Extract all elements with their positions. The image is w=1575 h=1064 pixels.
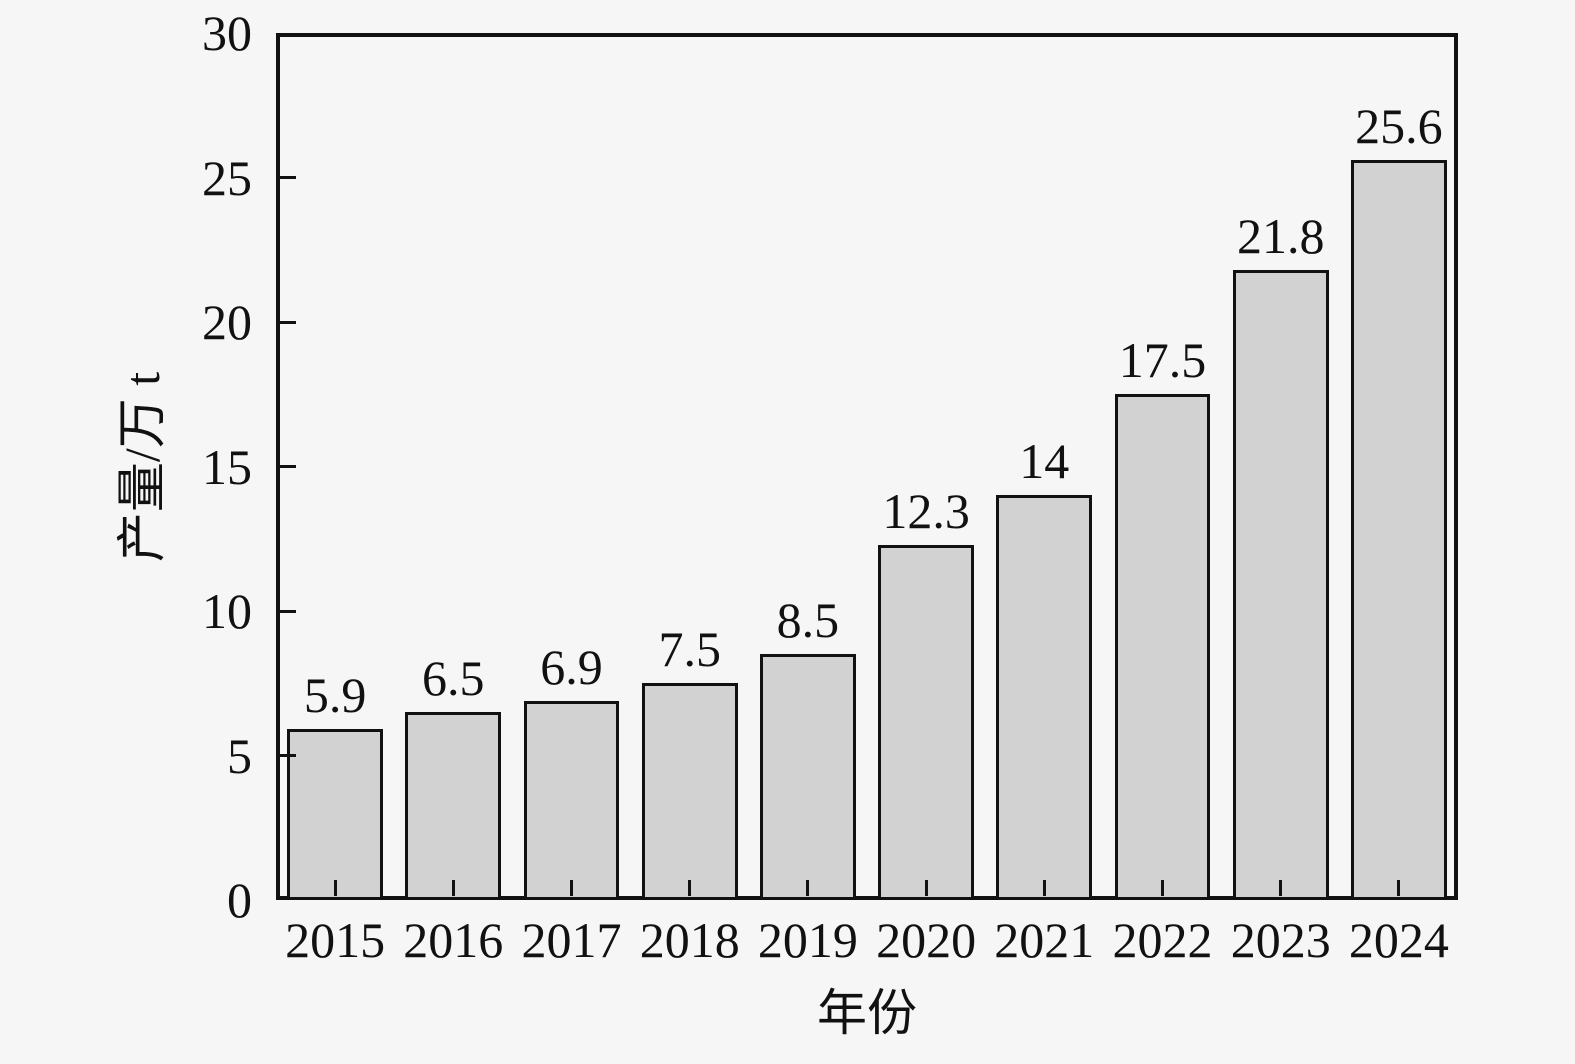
bar-2016 (405, 712, 502, 900)
y-tick-mark (280, 609, 296, 613)
y-tick-label: 5 (227, 727, 252, 784)
x-tick-mark (806, 880, 810, 896)
x-tick-label: 2018 (639, 912, 740, 968)
bar-2020 (878, 544, 974, 900)
x-tick-label: 2023 (1230, 912, 1331, 968)
bar-2023 (1232, 269, 1329, 900)
x-tick-mark (1279, 880, 1283, 896)
y-tick-mark (280, 465, 296, 468)
bar-2017 (523, 700, 620, 900)
bar-value-label: 8.5 (776, 592, 840, 649)
x-tick-mark (1161, 880, 1164, 896)
x-tick-label: 2017 (521, 912, 622, 968)
bar-value-label: 17.5 (1118, 332, 1207, 389)
bar-value-label: 12.3 (882, 482, 970, 539)
bar-2018 (641, 683, 738, 900)
bar-2015 (287, 729, 383, 900)
bar-2019 (760, 654, 856, 900)
x-tick-label: 2016 (403, 912, 504, 968)
x-tick-label: 2020 (876, 912, 977, 968)
bar-value-label: 6.9 (540, 638, 603, 695)
y-tick-mark (280, 754, 296, 757)
bar-value-label: 5.9 (303, 667, 367, 724)
bar-value-label: 6.5 (422, 650, 485, 707)
x-tick-label: 2015 (285, 912, 386, 968)
y-tick-mark (280, 176, 296, 179)
x-tick-mark (333, 880, 337, 896)
x-tick-label: 2024 (1348, 912, 1449, 968)
x-axis-title: 年份 (817, 985, 917, 1041)
x-tick-label: 2019 (757, 912, 858, 968)
bar-value-label: 14 (1019, 433, 1070, 490)
bar-value-label: 7.5 (658, 621, 721, 678)
x-tick-mark (1397, 880, 1401, 896)
x-tick-mark (1042, 880, 1046, 896)
y-tick-mark (280, 320, 296, 324)
x-tick-label: 2021 (994, 912, 1095, 968)
x-tick-mark (570, 880, 573, 896)
y-tick-label: 0 (227, 872, 252, 928)
bar-2024 (1351, 160, 1447, 900)
bar-2021 (996, 495, 1093, 900)
y-tick-label: 10 (202, 583, 252, 639)
y-tick-label: 25 (202, 149, 252, 206)
y-tick-label: 30 (202, 5, 252, 61)
y-tick-label: 15 (202, 438, 252, 495)
x-tick-mark (924, 880, 928, 896)
plot-area (276, 33, 1458, 900)
x-tick-label: 2022 (1112, 912, 1213, 968)
bar-value-label: 25.6 (1355, 98, 1443, 155)
y-tick-label: 20 (202, 294, 252, 350)
x-tick-mark (451, 880, 455, 896)
bar-2022 (1114, 394, 1211, 900)
x-tick-mark (688, 880, 692, 896)
bar-value-label: 21.8 (1236, 207, 1325, 264)
